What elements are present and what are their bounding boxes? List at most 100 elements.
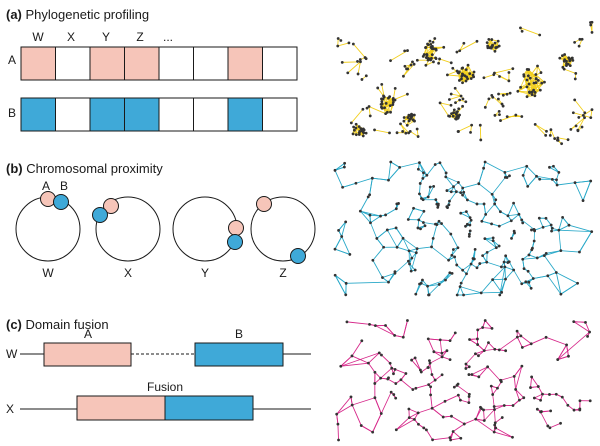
network-edge (534, 124, 547, 136)
network-edge (434, 374, 443, 381)
network-edge (368, 362, 376, 373)
network-node (521, 174, 525, 177)
network-node (375, 237, 379, 240)
network-node (459, 281, 463, 285)
network-node (458, 285, 462, 288)
network-node (461, 186, 465, 190)
network-node (365, 106, 369, 110)
network-node (448, 271, 452, 275)
network-edge (370, 215, 381, 224)
network-node (550, 229, 553, 233)
network-edge (418, 407, 433, 414)
network-edge (467, 199, 478, 205)
network-edge (547, 275, 562, 295)
network-node (373, 324, 377, 328)
network-edge (521, 219, 535, 230)
network-node (424, 46, 427, 50)
network-node (578, 399, 582, 403)
network-node (467, 365, 471, 369)
network-node (395, 202, 399, 206)
network-node (412, 206, 415, 210)
network-node (393, 334, 397, 337)
network-node (467, 395, 471, 398)
network-edge (561, 396, 569, 406)
network-node (566, 138, 570, 142)
network-node (498, 75, 501, 78)
network-node (519, 26, 522, 30)
network-node (536, 385, 540, 388)
network-node (535, 174, 538, 178)
network-node (371, 430, 375, 434)
network-edge (334, 170, 344, 188)
network-node (498, 113, 501, 117)
network-node (513, 231, 516, 235)
network-node (556, 138, 559, 142)
network-node (475, 266, 479, 270)
network-node (493, 423, 497, 427)
network-node (455, 263, 459, 267)
panel-b-title: (b) Chromosomal proximity (6, 161, 163, 176)
network-node (453, 86, 457, 90)
profiling-network (336, 20, 594, 146)
network-node (539, 398, 542, 402)
network-node (497, 92, 500, 96)
network-node (414, 251, 418, 255)
network-node (534, 73, 538, 76)
network-edge (481, 220, 492, 225)
network-edge (374, 129, 390, 134)
network-edge (515, 365, 523, 390)
network-edge (540, 411, 549, 427)
network-edge (487, 366, 502, 382)
network-edge (357, 61, 361, 75)
network-edge (441, 223, 452, 235)
network-node (589, 179, 593, 183)
network-node (413, 119, 416, 123)
network-node (574, 72, 578, 75)
network-edge (534, 124, 547, 132)
network-node (448, 339, 452, 342)
profile-cell-present (227, 46, 263, 81)
network-node (483, 160, 487, 164)
network-edge (513, 269, 523, 285)
network-node (459, 211, 463, 215)
network-node (546, 274, 550, 278)
network-edge (450, 431, 454, 441)
network-node (517, 398, 521, 402)
network-node (485, 41, 489, 45)
network-node (494, 198, 498, 202)
network-node (373, 396, 377, 400)
network-edge (558, 217, 564, 231)
network-edge (382, 272, 396, 278)
network-edge (535, 74, 545, 83)
network-node (493, 41, 497, 45)
profile-column-label: Y (102, 30, 110, 44)
network-node (431, 236, 435, 240)
network-edge (538, 217, 544, 228)
network-edge (557, 344, 567, 360)
network-edge (568, 224, 592, 233)
network-node (555, 178, 558, 182)
network-edge (560, 282, 578, 295)
network-edge (545, 336, 567, 346)
network-node (467, 401, 471, 405)
network-node (533, 91, 537, 94)
network-node (421, 278, 424, 282)
genome-label: W (42, 266, 54, 280)
network-node (458, 79, 461, 82)
network-node (456, 246, 460, 250)
network-edge (494, 417, 503, 424)
network-node (530, 228, 533, 232)
network-node (430, 373, 434, 376)
network-edge (449, 191, 457, 202)
network-node (560, 395, 564, 399)
network-node (437, 283, 441, 286)
network-node (461, 66, 465, 70)
network-node (418, 282, 421, 286)
network-node (464, 362, 468, 366)
network-node (347, 41, 351, 45)
network-node (444, 175, 448, 179)
network-node (449, 190, 453, 194)
network-edge (499, 76, 510, 82)
network-node (550, 226, 554, 230)
